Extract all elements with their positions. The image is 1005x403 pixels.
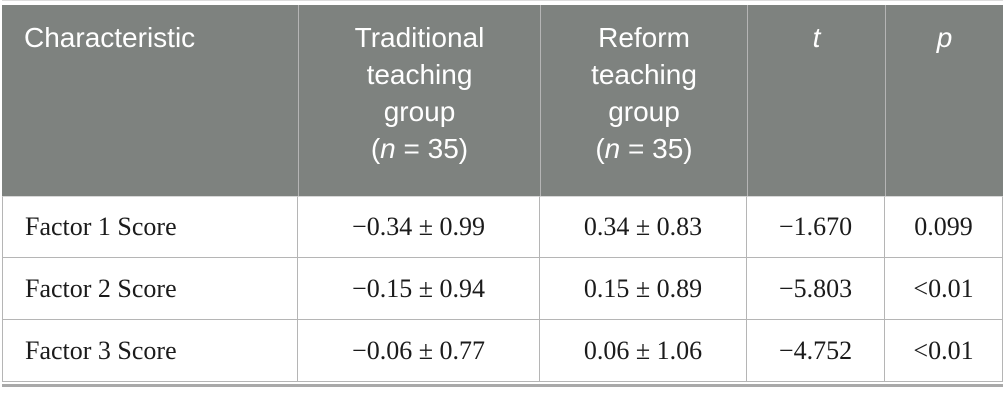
n-symbol: n	[380, 133, 396, 164]
cell-traditional-value: −0.34 ± 0.99	[298, 196, 540, 258]
n-value: = 35)	[395, 133, 469, 164]
cell-p-value: <0.01	[885, 320, 1003, 382]
table-row: Factor 3 Score −0.06 ± 0.77 0.06 ± 1.06 …	[2, 320, 1003, 382]
table-top-rule	[2, 0, 1003, 1]
paren-open: (	[370, 133, 381, 164]
cell-t-value: −5.803	[747, 258, 885, 320]
n-value: = 35)	[620, 133, 693, 164]
cell-traditional-value: −0.15 ± 0.94	[298, 258, 540, 320]
n-symbol: n	[604, 133, 621, 164]
header-reform-line2: teaching	[591, 59, 697, 90]
header-traditional-n: (n = 35)	[303, 130, 536, 167]
cell-p-value: 0.099	[885, 196, 1003, 258]
header-traditional-line3: group	[383, 96, 456, 127]
table-row: Factor 1 Score −0.34 ± 0.99 0.34 ± 0.83 …	[2, 196, 1003, 258]
header-t-statistic: t	[747, 5, 885, 196]
cell-p-value: <0.01	[885, 258, 1003, 320]
header-traditional-group: Traditional teaching group (n = 35)	[298, 5, 540, 196]
t-symbol: t	[812, 22, 821, 53]
cell-characteristic: Factor 1 Score	[2, 196, 298, 258]
p-symbol: p	[936, 22, 953, 53]
cell-t-value: −4.752	[747, 320, 885, 382]
header-characteristic: Characteristic	[2, 5, 298, 196]
cell-t-value: −1.670	[747, 196, 885, 258]
header-p-value: p	[885, 5, 1003, 196]
cell-traditional-value: −0.06 ± 0.77	[298, 320, 540, 382]
cell-reform-value: 0.34 ± 0.83	[540, 196, 747, 258]
table-row: Factor 2 Score −0.15 ± 0.94 0.15 ± 0.89 …	[2, 258, 1003, 320]
cell-reform-value: 0.06 ± 1.06	[540, 320, 747, 382]
header-traditional-line2: teaching	[366, 59, 473, 90]
header-reform-group: Reform teaching group (n = 35)	[540, 5, 747, 196]
header-reform-line3: group	[608, 96, 680, 127]
table-bottom-rule	[2, 384, 1003, 387]
header-reform-line1: Reform	[598, 22, 690, 53]
statistics-table: Characteristic Traditional teaching grou…	[2, 5, 1003, 382]
header-traditional-line1: Traditional	[354, 22, 485, 53]
paren-open: (	[595, 133, 605, 164]
cell-reform-value: 0.15 ± 0.89	[540, 258, 747, 320]
cell-characteristic: Factor 3 Score	[2, 320, 298, 382]
cell-characteristic: Factor 2 Score	[2, 258, 298, 320]
header-reform-n: (n = 35)	[545, 130, 743, 167]
header-row: Characteristic Traditional teaching grou…	[2, 5, 1003, 196]
